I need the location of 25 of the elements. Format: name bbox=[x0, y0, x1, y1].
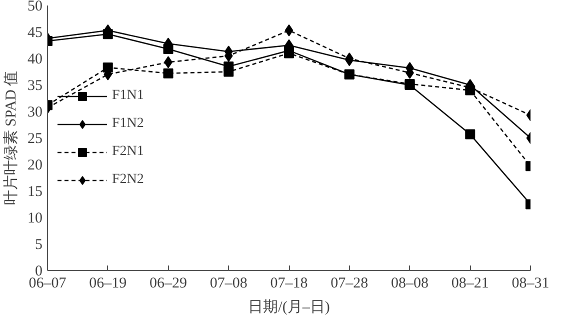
legend-label: F1N1 bbox=[112, 88, 144, 104]
y-axis-title: 叶片叶绿素 SPAD 值 bbox=[2, 70, 20, 206]
legend-label: F2N1 bbox=[112, 144, 144, 160]
x-tick-label: 07–08 bbox=[210, 276, 248, 292]
y-tick-label: 10 bbox=[28, 210, 42, 226]
x-tick-label: 06–07 bbox=[28, 276, 67, 292]
y-tick-label: 5 bbox=[35, 237, 42, 253]
x-tick-label: 07–28 bbox=[330, 276, 368, 292]
x-axis-title: 日期/(月–日) bbox=[248, 298, 330, 316]
y-tick-label: 25 bbox=[28, 131, 42, 147]
x-tick-label: 08–08 bbox=[391, 276, 428, 292]
x-tick-label: 06–19 bbox=[89, 276, 127, 292]
x-tick-label: 08–31 bbox=[512, 276, 550, 292]
y-tick-label: 15 bbox=[28, 184, 42, 200]
y-tick-label: 30 bbox=[28, 104, 42, 120]
x-tick-label: 06–29 bbox=[150, 276, 187, 292]
y-tick-label: 45 bbox=[28, 25, 42, 41]
y-tick-label: 40 bbox=[28, 52, 42, 68]
legend-label: F1N2 bbox=[112, 116, 144, 132]
y-tick-label: 50 bbox=[28, 0, 42, 14]
x-tick-label: 07–18 bbox=[270, 276, 308, 292]
y-tick-label: 20 bbox=[28, 158, 42, 174]
y-tick-label: 35 bbox=[28, 78, 42, 94]
x-tick-label: 08–21 bbox=[451, 276, 489, 292]
legend-label: F2N2 bbox=[112, 172, 144, 188]
